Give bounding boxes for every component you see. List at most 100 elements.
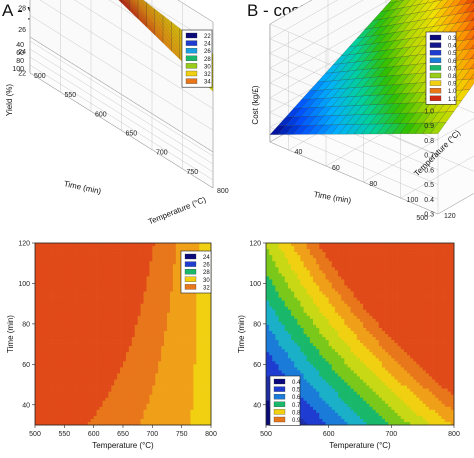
contour-cell [167,370,171,374]
contour-cell [43,321,48,326]
contour-cell [164,249,168,253]
contour-cell [172,294,177,298]
contour-cell [64,379,68,383]
contour-cell [61,358,65,362]
contour-cell [61,415,65,420]
contour-cell [149,273,153,277]
contour-cell [146,394,150,399]
contour-cell [131,391,136,396]
contour-cell [76,373,80,377]
contour-cell [108,412,112,417]
contour-cell [158,370,162,374]
contour-cell [178,412,183,417]
surface-patch [388,0,398,4]
contour-cell [131,343,136,347]
contour-cell [123,415,127,420]
contour-cell [61,403,65,408]
surface-patch [462,48,474,60]
contour-cell [193,294,197,298]
contour-cell [158,276,162,280]
contour-cell [125,312,130,317]
contour-cell [184,382,188,386]
contour-cell [55,340,59,344]
contour-cell [152,382,156,386]
contour-cell [158,285,162,289]
contour-cell [120,352,124,356]
contour-cell [275,279,279,283]
contour-cell [58,421,62,426]
contour-cell [81,382,86,386]
contour-cell [73,415,77,420]
contour-cell [146,321,150,326]
contour-cell [102,249,106,253]
contour-cell [131,300,136,305]
contour-cell [184,330,188,335]
contour-cell [49,294,53,298]
contour-cell [172,306,177,311]
contour-cell [155,406,159,411]
contour-cell [79,343,83,347]
contour-cell [67,294,71,298]
contour-cell [190,394,194,399]
contour-cell [184,327,188,332]
contour-cell [105,382,109,386]
contour-cell [178,303,183,308]
contour-cell [123,315,127,320]
contour-cell [169,418,174,423]
contour-cell [73,370,77,374]
contour-cell [143,285,147,289]
contour-cell [178,258,183,262]
contour-cell [64,291,68,295]
contour-cell [266,321,270,326]
contour-cell [272,355,276,359]
x-tick-label: 700 [156,150,168,157]
contour-cell [52,343,56,347]
contour-cell [169,412,174,417]
contour-cell [70,255,74,259]
contour-cell [108,367,112,371]
contour-cell [55,421,59,426]
contour-cell [105,279,109,283]
contour-cell [143,388,147,392]
contour-cell [67,370,71,374]
contour-cell [146,373,150,377]
contour-cell [58,279,62,283]
contour-cell [70,312,74,317]
contour-cell [105,288,109,292]
contour-cell [140,376,144,380]
contour-cell [108,391,112,396]
contour-cell [52,297,56,301]
contour-cell [146,340,150,344]
contour-cell [205,318,209,323]
contour-cell [117,279,121,283]
contour-cell [58,400,62,405]
contour-cell [269,373,273,377]
contour-cell [120,415,124,420]
contour-cell [152,258,156,262]
contour-cell [175,364,180,368]
contour-cell [76,340,80,344]
contour-cell [84,412,89,417]
contour-cell [181,364,185,368]
contour-cell [76,315,80,320]
contour-cell [140,255,144,259]
contour-cell [55,379,59,383]
contour-cell [131,252,136,256]
contour-cell [35,270,39,274]
contour-cell [184,309,188,314]
contour-cell [134,300,139,305]
contour-cell [169,340,174,344]
contour-cell [96,321,100,326]
contour-cell [128,364,133,368]
contour-cell [205,315,209,320]
contour-cell [172,385,177,389]
contour-cell [123,364,127,368]
contour-cell [134,343,139,347]
legend-label: 22 [204,34,211,40]
contour-cell [73,285,77,289]
contour-cell [193,364,197,368]
contour-cell [111,334,115,338]
contour-cell [199,418,203,423]
contour-cell [58,282,62,286]
contour-cell [58,291,62,295]
